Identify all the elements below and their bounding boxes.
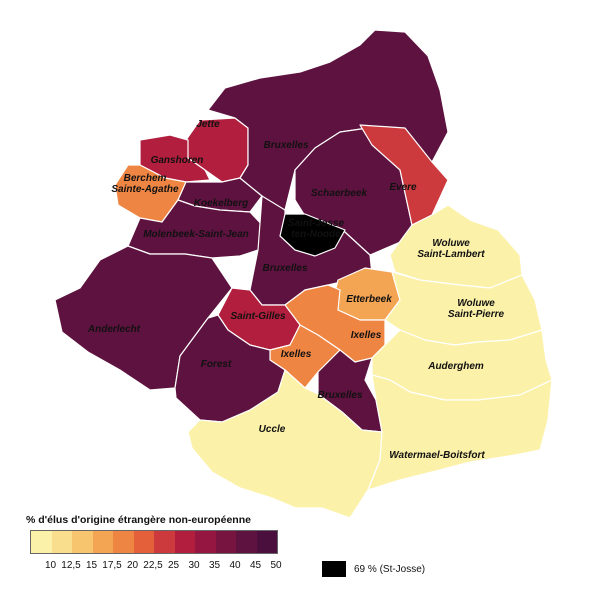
label-auderghem: Auderghem	[427, 361, 484, 372]
legend-tick-label: 12,5	[61, 560, 81, 571]
legend-swatch	[113, 531, 134, 553]
label-ganshoren: Ganshoren	[151, 155, 204, 166]
legend-tick-label: 40	[229, 560, 241, 571]
legend-color-scale	[30, 530, 278, 554]
label-jette: Jette	[196, 119, 220, 130]
label-berchem: Berchem Sainte-Agathe	[111, 173, 179, 195]
label-saint-gilles: Saint-Gilles	[230, 311, 285, 322]
legend-tick-label: 25	[167, 560, 180, 571]
legend-swatch	[174, 531, 195, 553]
label-bruxelles-nord: Bruxelles	[263, 140, 308, 151]
label-etterbeek: Etterbeek	[346, 294, 392, 305]
legend-tick-label: 20	[126, 560, 139, 571]
legend-special-label: 69 % (St-Josse)	[354, 563, 426, 575]
legend-swatch	[51, 531, 72, 553]
legend-swatch	[256, 531, 277, 553]
label-evere: Evere	[389, 182, 417, 193]
commune-watermael	[367, 374, 553, 491]
label-anderlecht: Anderlecht	[87, 324, 141, 335]
legend-tick-labels: 10 12,5 15 17,5 20 22,5 25 30 35 40 45 50	[30, 560, 294, 572]
legend-special-entry: 69 % (St-Josse)	[322, 561, 425, 577]
label-ixelles-s: Ixelles	[281, 349, 312, 360]
legend-tick-label: 30	[188, 560, 200, 571]
label-koekelberg: Koekelberg	[194, 198, 248, 209]
label-ixelles-n: Ixelles	[351, 330, 382, 341]
label-bruxelles-sud: Bruxelles	[317, 390, 362, 401]
commune-anderlecht	[54, 245, 233, 391]
legend-swatch	[195, 531, 216, 553]
label-schaerbeek: Schaerbeek	[311, 188, 368, 199]
legend-special-swatch	[322, 561, 346, 577]
legend-swatch	[215, 531, 236, 553]
label-bruxelles-centre: Bruxelles	[262, 263, 307, 274]
legend-title: % d'élus d'origine étrangère non-europée…	[26, 514, 251, 526]
legend-tick-label: 17,5	[102, 560, 122, 571]
legend-swatch	[92, 531, 113, 553]
legend-tick-label: 50	[270, 560, 282, 571]
label-woluwe-sl: Woluwe Saint-Lambert	[417, 238, 485, 260]
legend-swatch	[236, 531, 257, 553]
legend-swatch	[133, 531, 154, 553]
label-uccle: Uccle	[259, 424, 286, 435]
legend-tick-label: 45	[249, 560, 262, 571]
legend-tick-label: 15	[85, 560, 98, 571]
label-forest: Forest	[201, 359, 232, 370]
legend-swatch	[154, 531, 175, 553]
commune-stjosse	[279, 213, 346, 257]
label-woluwe-sp: Woluwe Saint-Pierre	[448, 298, 505, 320]
legend-tick-label: 35	[208, 560, 221, 571]
legend-tick-label: 10	[44, 560, 57, 571]
label-watermael: Watermael-Boitsfort	[389, 450, 485, 461]
legend-tick-label: 22,5	[143, 560, 163, 571]
label-stjosse: Saint-Josse ten-Noode	[288, 218, 345, 240]
label-molenbeek: Molenbeek-Saint-Jean	[143, 229, 249, 240]
legend-swatch	[31, 531, 52, 553]
legend-swatch	[72, 531, 93, 553]
